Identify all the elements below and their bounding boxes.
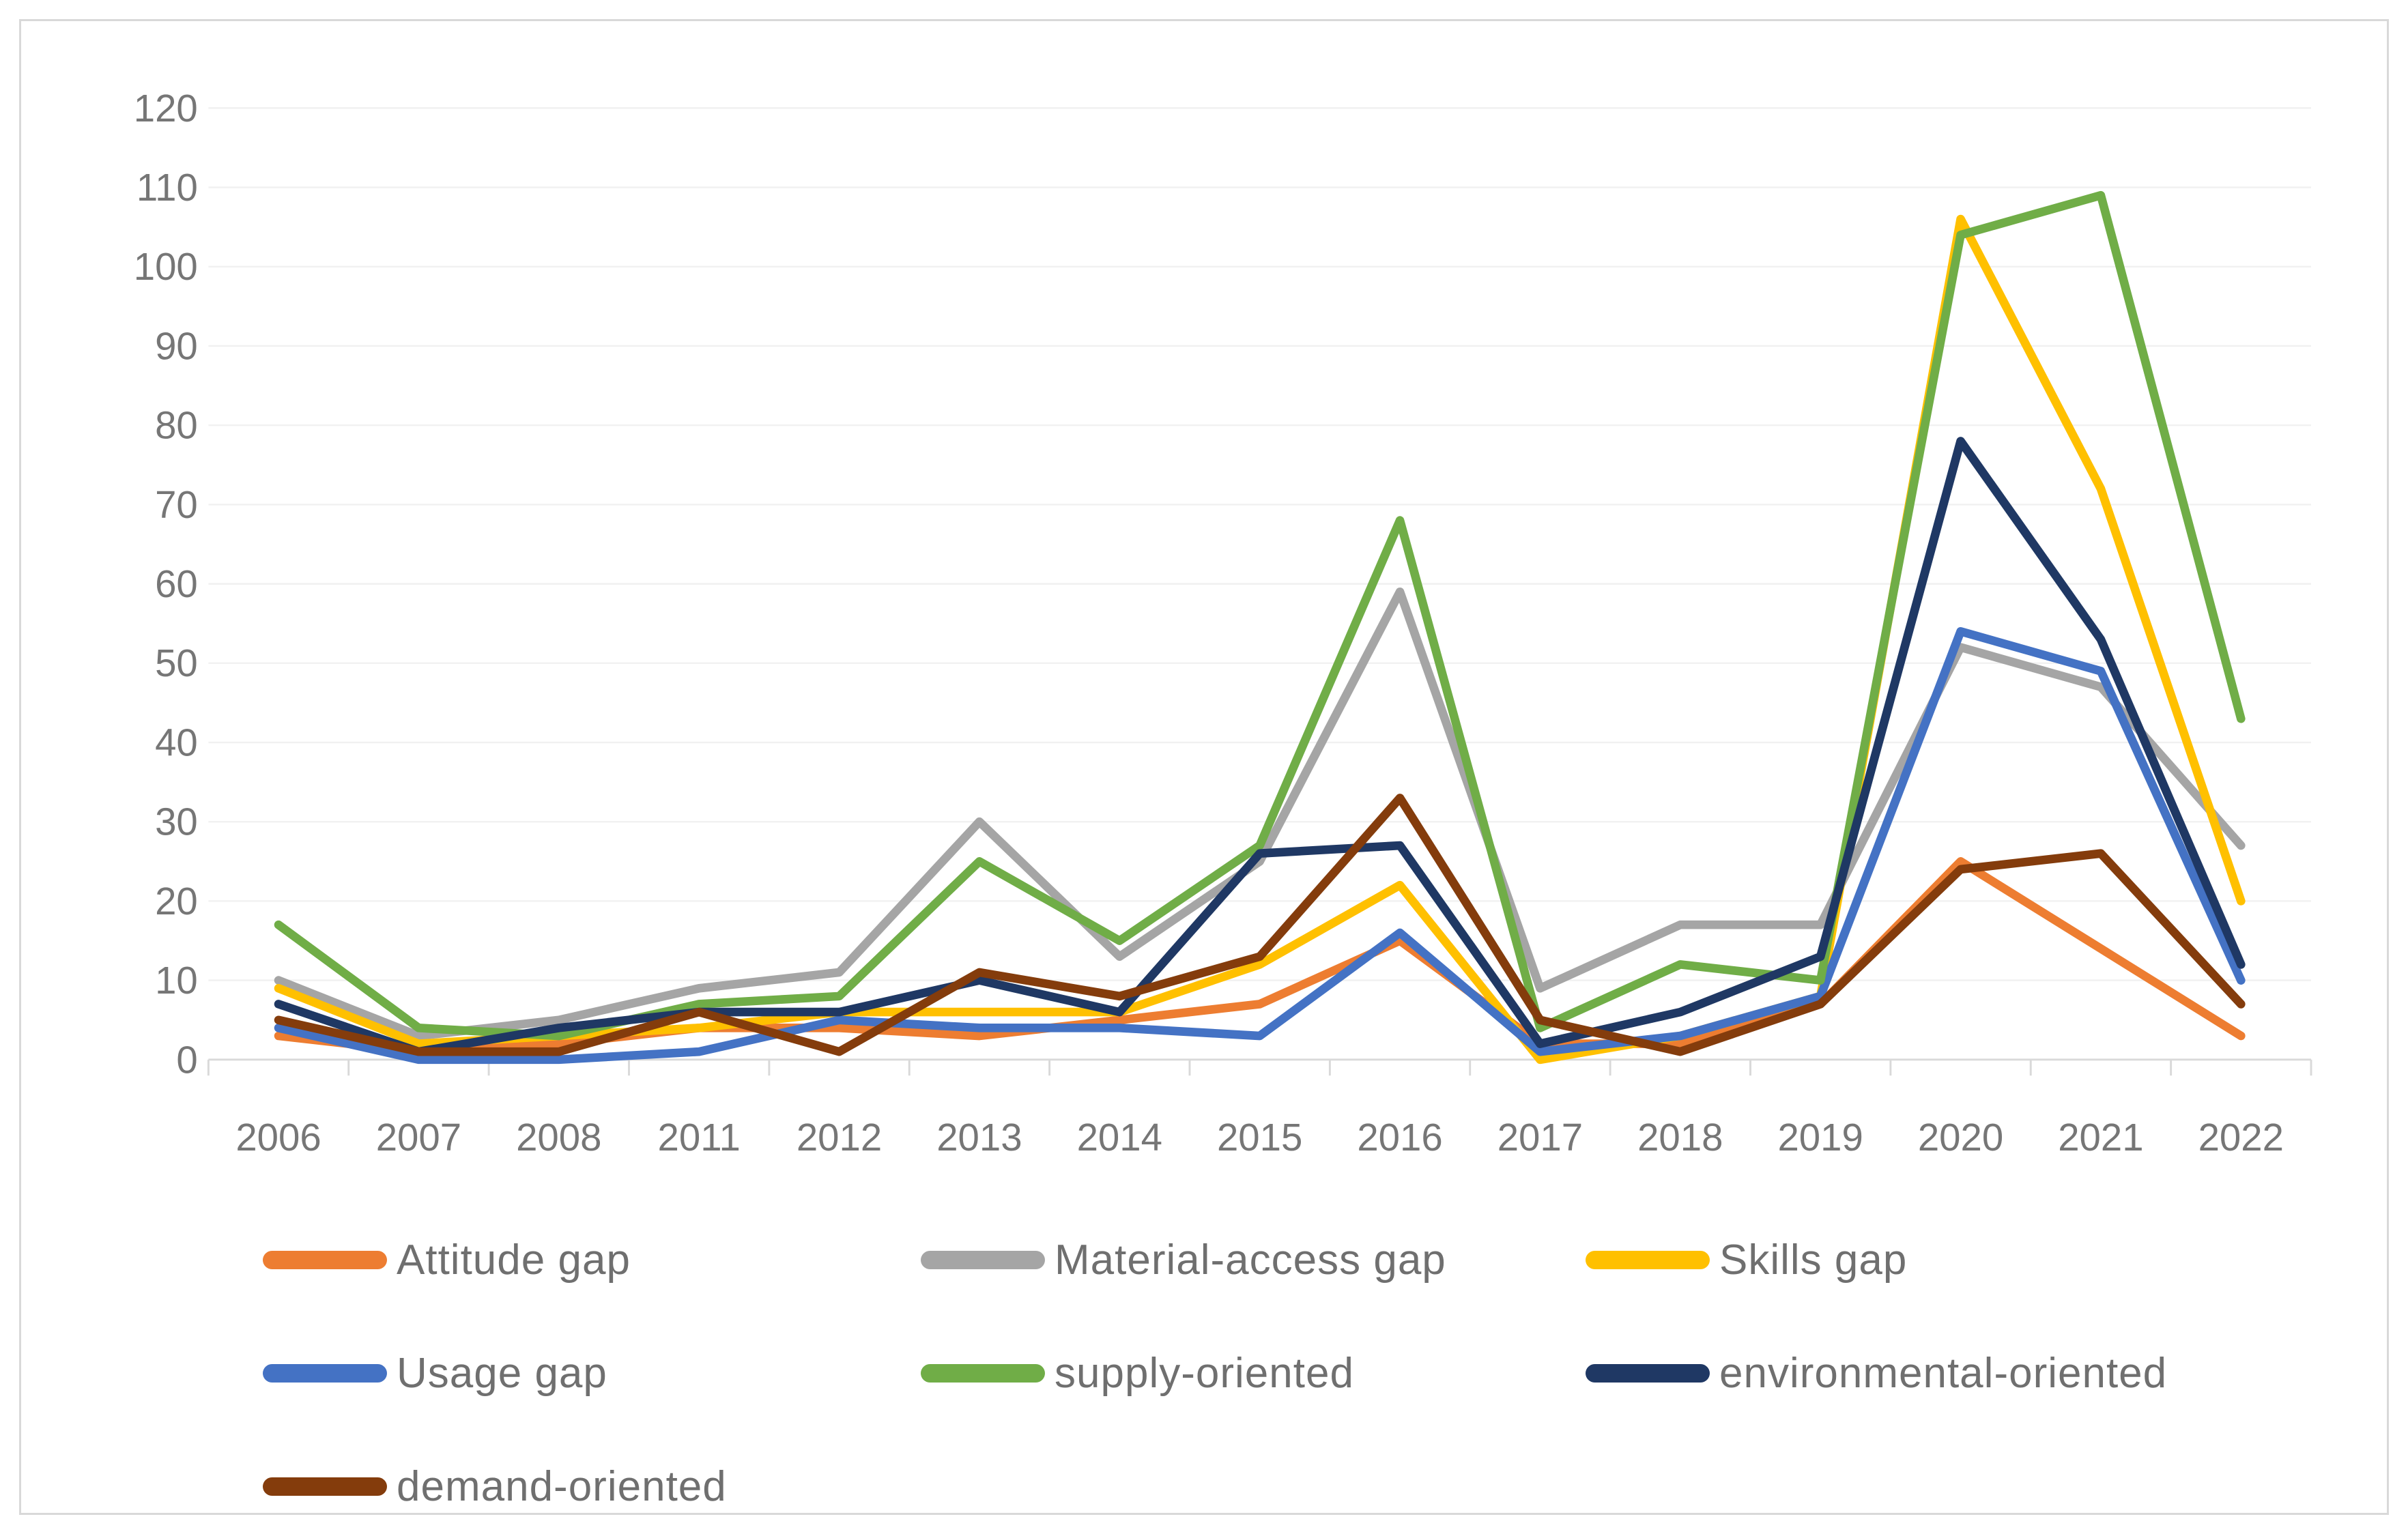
legend-item-material-access-gap: Material-access gap: [921, 1222, 1446, 1297]
legend-item-label: environmental-oriented: [1719, 1349, 2168, 1397]
legend-line-marker-icon: [1586, 1363, 1710, 1383]
legend-item-label: supply-oriented: [1055, 1349, 1354, 1397]
y-axis-labels: 0 10 20 30 40 50 60 70 80 90 100 110 120: [134, 87, 198, 1081]
series-line-environmental-oriented: [274, 437, 2246, 1056]
chart-legend: Attitude gap Material-access gap Skills ga…: [21, 21, 2387, 1513]
x-tick-label: 2013: [936, 1116, 1022, 1159]
legend-line-marker-icon: [263, 1477, 387, 1496]
y-tick-label: 120: [134, 87, 198, 130]
series-lines: [274, 190, 2246, 1065]
series-line-material-access-gap: [274, 587, 2246, 1041]
y-tick-label: 40: [155, 721, 198, 764]
x-tick-label: 2021: [2058, 1116, 2143, 1159]
series-line-usage-gap: [274, 627, 2246, 1065]
y-tick-label: 80: [155, 404, 198, 447]
legend-item-label: Usage gap: [397, 1349, 607, 1397]
legend-line-marker-icon: [921, 1250, 1045, 1269]
series-line-demand-oriented: [274, 794, 2246, 1056]
legend-line-marker-icon: [263, 1363, 387, 1383]
x-tick-label: 2006: [235, 1116, 321, 1159]
legend-line-marker-icon: [1586, 1250, 1710, 1269]
y-tick-label: 110: [137, 166, 198, 209]
y-tick-label: 0: [176, 1038, 197, 1081]
x-tick-label: 2015: [1217, 1116, 1302, 1159]
x-tick-label: 2020: [1918, 1116, 2003, 1159]
legend-item-supply-oriented: supply-oriented: [921, 1335, 1354, 1410]
y-tick-label: 50: [155, 641, 198, 684]
legend-item-label: Skills gap: [1719, 1236, 1908, 1284]
y-tick-label: 60: [155, 562, 198, 605]
x-axis-labels: 2006 2007 2008 2011 2012 2013 2014 2015 2016 2017…: [235, 1116, 2284, 1159]
y-tick-label: 20: [155, 880, 198, 923]
x-tick-label: 2022: [2198, 1116, 2284, 1159]
x-axis-ticks: [207, 1059, 2312, 1076]
legend-line-marker-icon: [921, 1363, 1045, 1383]
legend-item-usage-gap: Usage gap: [263, 1335, 607, 1410]
x-tick-label: 2018: [1637, 1116, 1723, 1159]
y-tick-label: 10: [155, 959, 198, 1002]
legend-item-skills-gap: Skills gap: [1586, 1222, 1907, 1297]
legend-item-label: Attitude gap: [397, 1236, 631, 1284]
y-tick-label: 90: [155, 324, 198, 367]
y-tick-label: 100: [134, 245, 198, 288]
y-tick-label: 70: [155, 483, 198, 526]
legend-line-marker-icon: [263, 1250, 387, 1269]
gridlines: [208, 107, 2311, 1061]
legend-item-label: Material-access gap: [1055, 1236, 1446, 1284]
line-chart: 0 10 20 30 40 50 60 70 80 90 100 110 120 2006 2007 2008…: [134, 87, 2312, 1159]
x-tick-label: 2007: [376, 1116, 461, 1159]
x-tick-label: 2017: [1497, 1116, 1583, 1159]
y-tick-label: 30: [155, 800, 198, 843]
x-tick-label: 2016: [1357, 1116, 1442, 1159]
legend-item-attitude-gap: Attitude gap: [263, 1222, 631, 1297]
x-tick-label: 2012: [797, 1116, 882, 1159]
chart-frame: 0 10 20 30 40 50 60 70 80 90 100 110 120 2006 2007 2008…: [19, 19, 2389, 1515]
x-tick-label: 2008: [516, 1116, 601, 1159]
x-tick-label: 2014: [1077, 1116, 1162, 1159]
x-tick-label: 2019: [1777, 1116, 1863, 1159]
x-tick-label: 2011: [658, 1116, 741, 1159]
legend-item-environmental-oriented: environmental-oriented: [1586, 1335, 2167, 1410]
legend-item-label: demand-oriented: [397, 1462, 727, 1510]
legend-item-demand-oriented: demand-oriented: [263, 1449, 727, 1524]
